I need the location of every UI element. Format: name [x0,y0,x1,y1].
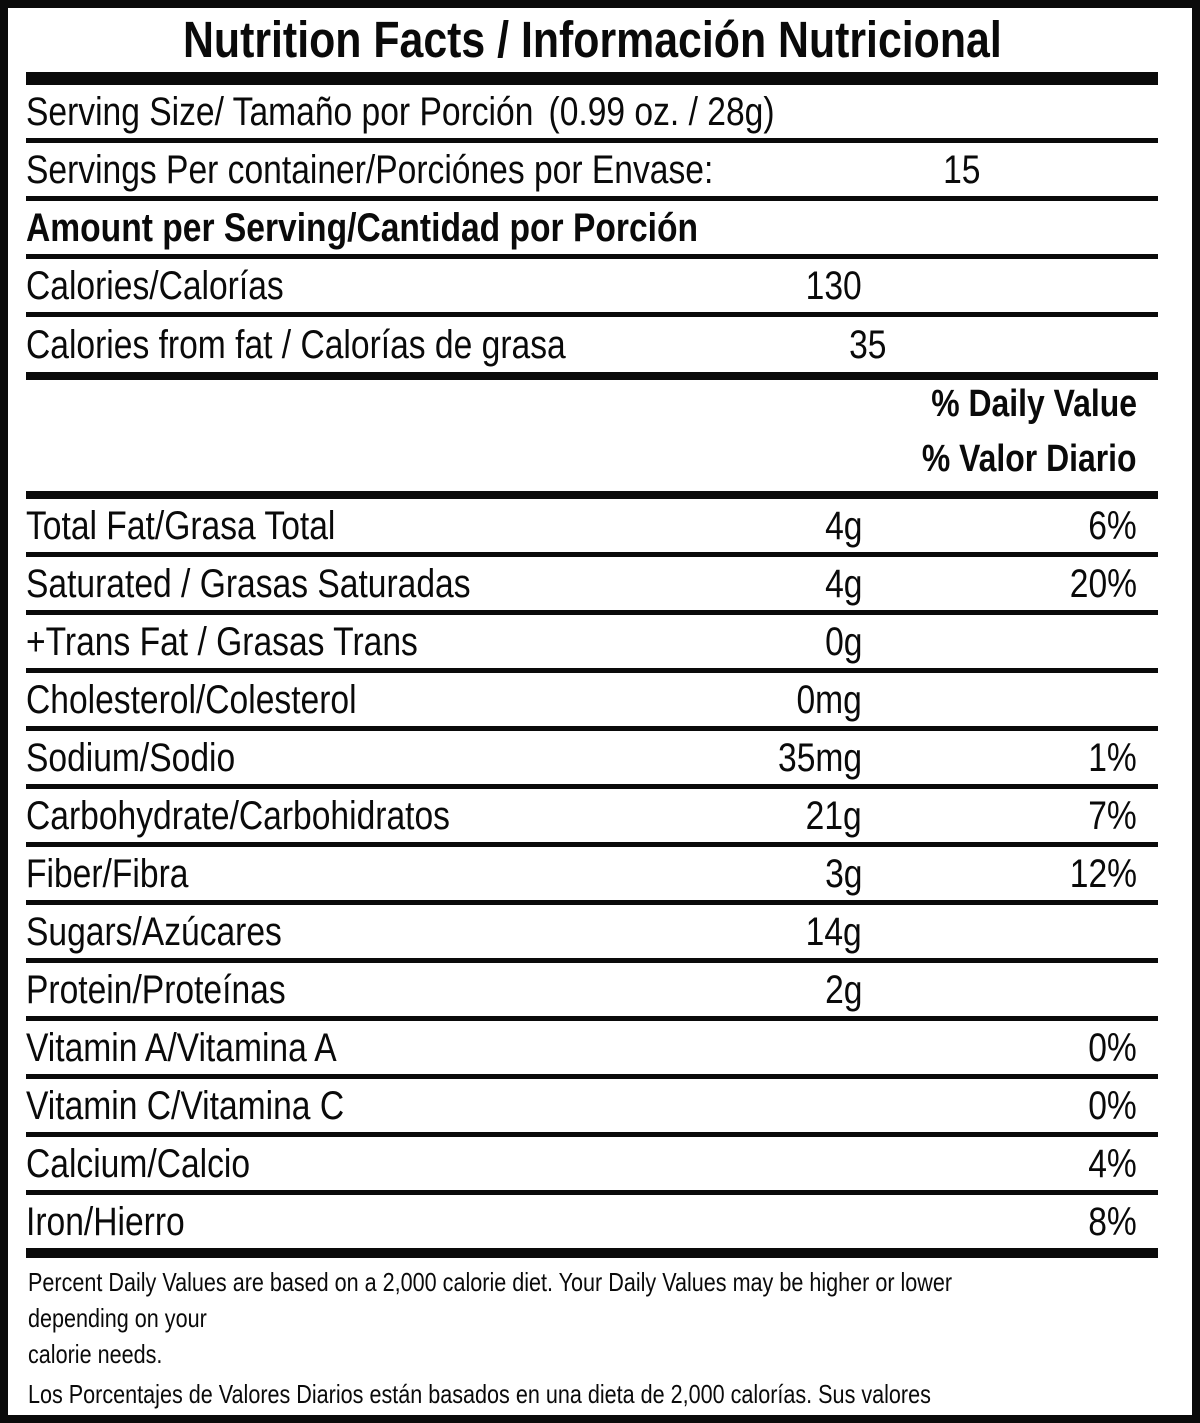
calories-from-fat-label: Calories from fat / Calorías de grasa [26,322,566,367]
footnote-english: Percent Daily Values are based on a 2,00… [28,1264,1158,1372]
footnote-spanish-text: Los Porcentajes de Valores Diarios están… [28,1379,931,1409]
nutrient-amount: 4g [824,561,862,606]
nutrient-amount: 4g [824,503,862,548]
nutrient-amount: 3g [824,851,862,896]
nutrient-row-protein: Protein/Proteínas 2g [26,963,1158,1021]
nutrient-amount: 0g [824,619,862,664]
nutrient-label: Vitamin A/Vitamina A [26,1025,337,1070]
nutrient-row-cholesterol: Cholesterol/Colesterol 0mg [26,673,1158,731]
footnote-spanish: Los Porcentajes de Valores Diarios están… [28,1376,1158,1415]
calories-label-cell: Calories/Calorías [26,264,622,308]
serving-size-text: Serving Size/ Tamaño por Porción (0.99 oz… [26,90,775,134]
nutrient-row-total-fat: Total Fat/Grasa Total 4g 6% [26,499,1158,557]
label-header: Nutrition Facts / Información Nutriciona… [26,8,1158,72]
nutrient-daily-value: 6% [1088,503,1137,548]
nutrient-label: Carbohydrate/Carbohidratos [26,793,450,838]
footnote-english-text: Percent Daily Values are based on a 2,00… [28,1267,953,1369]
nutrient-row-fiber: Fiber/Fibra 3g 12% [26,847,1158,905]
serving-size-value: (0.99 oz. / 28g) [548,89,775,134]
serving-size-label: Serving Size/ Tamaño por Porción [26,89,534,134]
nutrient-amount: 21g [805,793,862,838]
nutrient-row-vitamin-c: Vitamin C/Vitamina C 0% [26,1079,1158,1137]
header-divider-bar [26,72,1158,85]
nutrient-row-calcium: Calcium/Calcio 4% [26,1137,1158,1195]
nutrient-label: Fiber/Fibra [26,851,189,896]
nutrient-daily-value: 7% [1088,793,1137,838]
nutrient-label: Vitamin C/Vitamina C [26,1083,345,1128]
calories-from-fat-row: Calories from fat / Calorías de grasa 35 [26,317,1158,380]
daily-value-header-es-text: % Valor Diario [922,438,1137,480]
nutrient-daily-value: 20% [1069,561,1137,606]
calories-from-fat-value-cell: 35 [668,323,886,367]
nutrient-amount: 2g [824,967,862,1012]
calories-value-cell: 130 [622,264,862,308]
nutrient-amount: 0mg [796,677,862,722]
nutrient-label: Protein/Proteínas [26,967,286,1012]
daily-value-header-es: % Valor Diario [26,438,1137,494]
nutrient-label: Saturated / Grasas Saturadas [26,561,471,606]
nutrient-label: Cholesterol/Colesterol [26,677,357,722]
label-title: Nutrition Facts / Información Nutriciona… [182,10,1002,68]
calories-from-fat-label-cell: Calories from fat / Calorías de grasa [26,323,668,367]
nutrient-row-sodium: Sodium/Sodio 35mg 1% [26,731,1158,789]
calories-value: 130 [805,263,862,308]
nutrient-label: Iron/Hierro [26,1199,185,1244]
nutrient-row-carbohydrate: Carbohydrate/Carbohidratos 21g 7% [26,789,1158,847]
nutrient-daily-value: 1% [1088,735,1137,780]
nutrient-label: +Trans Fat / Grasas Trans [26,619,418,664]
footnote-section: Percent Daily Values are based on a 2,00… [26,1258,1158,1415]
servings-per-container-row: Servings Per container/Porciónes por Env… [26,143,1158,201]
servings-label-cell: Servings Per container/Porciónes por Env… [26,148,844,192]
nutrient-row-vitamin-a: Vitamin A/Vitamina A 0% [26,1021,1158,1079]
daily-value-header-en-text: % Daily Value [931,383,1137,425]
calories-from-fat-value: 35 [849,322,887,367]
serving-size-cell: Serving Size/ Tamaño por Porción (0.99 oz… [26,90,1158,134]
serving-size-row: Serving Size/ Tamaño por Porción (0.99 oz… [26,85,1158,143]
nutrient-label: Total Fat/Grasa Total [26,503,336,548]
servings-per-container-value: 15 [943,147,981,192]
daily-value-header: % Daily Value % Valor Diario [26,380,1158,499]
amount-per-serving-cell: Amount per Serving/Cantidad por Porción [26,206,1158,250]
nutrient-row-iron: Iron/Hierro 8% [26,1195,1158,1258]
nutrient-daily-value: 0% [1088,1025,1137,1070]
nutrient-amount: 35mg [777,735,862,780]
daily-value-header-en: % Daily Value [26,383,1137,439]
nutrient-row-trans-fat: +Trans Fat / Grasas Trans 0g [26,615,1158,673]
servings-per-container-label: Servings Per container/Porciónes por Env… [26,147,714,192]
nutrient-daily-value: 12% [1069,851,1137,896]
amount-per-serving-label: Amount per Serving/Cantidad por Porción [26,205,699,250]
nutrient-amount: 14g [805,909,862,954]
nutrient-label: Sodium/Sodio [26,735,236,780]
calories-label: Calories/Calorías [26,263,284,308]
nutrient-daily-value: 8% [1088,1199,1137,1244]
nutrient-row-saturated-fat: Saturated / Grasas Saturadas 4g 20% [26,557,1158,615]
nutrient-daily-value: 4% [1088,1141,1137,1186]
servings-value-cell: 15 [844,148,980,192]
nutrient-label: Sugars/Azúcares [26,909,282,954]
calories-row: Calories/Calorías 130 [26,259,1158,317]
amount-per-serving-row: Amount per Serving/Cantidad por Porción [26,201,1158,259]
nutrient-row-sugars: Sugars/Azúcares 14g [26,905,1158,963]
nutrient-label: Calcium/Calcio [26,1141,251,1186]
nutrient-daily-value: 0% [1088,1083,1137,1128]
